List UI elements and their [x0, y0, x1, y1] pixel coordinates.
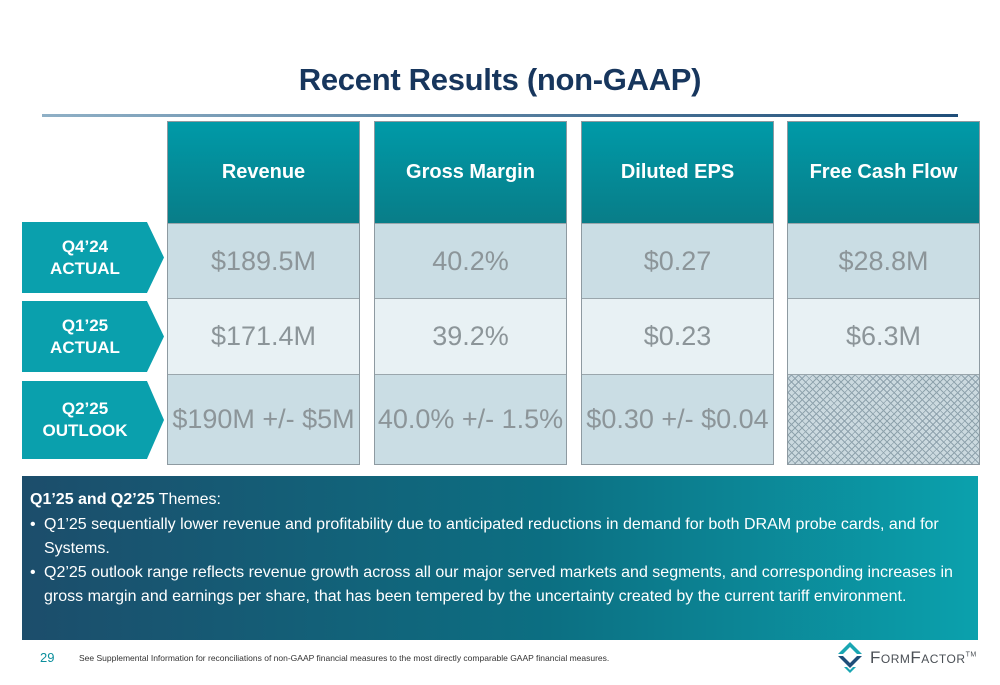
column-free-cash-flow: Free Cash Flow $28.8M $6.3M: [787, 121, 980, 465]
bullet-dot: •: [30, 564, 36, 581]
bullet-text: Q1’25 sequentially lower revenue and pro…: [44, 516, 939, 557]
logo-text: FormFactor: [870, 648, 966, 667]
company-logo: FormFactorTM: [836, 640, 986, 676]
themes-heading-bold: Q1’25 and Q2’25: [30, 491, 155, 508]
value-cell: $0.27: [582, 223, 773, 298]
value-cell: 40.2%: [375, 223, 566, 298]
column-header-revenue: Revenue: [168, 122, 359, 223]
bullet-dot: •: [30, 516, 36, 533]
column-diluted-eps: Diluted EPS $0.27 $0.23 $0.30 +/- $0.04: [581, 121, 774, 465]
row-label-period: Q4’24: [61, 236, 109, 256]
value-cell: $6.3M: [788, 298, 979, 374]
bullet-text: Q2’25 outlook range reflects revenue gro…: [44, 564, 953, 605]
footnote: See Supplemental Information for reconci…: [79, 653, 610, 663]
column-revenue: Revenue $189.5M $171.4M $190M +/- $5M: [167, 121, 360, 465]
value-cell: $0.23: [582, 298, 773, 374]
hatched-empty-cell: [788, 374, 979, 464]
row-label-status: ACTUAL: [50, 258, 120, 278]
value-cell: $189.5M: [168, 223, 359, 298]
column-gross-margin: Gross Margin 40.2% 39.2% 40.0% +/- 1.5%: [374, 121, 567, 465]
value-cell: $171.4M: [168, 298, 359, 374]
themes-heading-rest: Themes:: [154, 491, 221, 508]
column-header-free-cash-flow: Free Cash Flow: [788, 122, 979, 223]
page-number: 29: [40, 650, 55, 665]
formfactor-logo-icon: [838, 642, 862, 673]
column-header-diluted-eps: Diluted EPS: [582, 122, 773, 223]
themes-bullet: • Q1’25 sequentially lower revenue and p…: [30, 513, 964, 561]
value-cell: $190M +/- $5M: [168, 374, 359, 464]
value-cell: $28.8M: [788, 223, 979, 298]
row-label-status: OUTLOOK: [42, 421, 128, 440]
themes-bullet: • Q2’25 outlook range reflects revenue g…: [30, 561, 964, 609]
page-title: Recent Results (non-GAAP): [298, 62, 702, 97]
row-label-period: Q1’25: [61, 315, 109, 335]
row-label-q4-24: Q4’24 ACTUAL: [22, 222, 164, 293]
column-header-gross-margin: Gross Margin: [375, 122, 566, 223]
row-label-period: Q2’25: [61, 399, 109, 418]
value-cell: 40.0% +/- 1.5%: [375, 374, 566, 464]
row-label-q2-25: Q2’25 OUTLOOK: [22, 381, 164, 459]
row-label-status: ACTUAL: [50, 337, 120, 357]
themes-panel: Q1’25 and Q2’25 Themes: • Q1’25 sequenti…: [22, 476, 978, 640]
logo-wordmark: FormFactorTM: [870, 648, 977, 668]
themes-heading: Q1’25 and Q2’25 Themes:: [30, 488, 964, 512]
row-label-q1-25: Q1’25 ACTUAL: [22, 301, 164, 372]
trademark: TM: [965, 651, 977, 659]
value-cell: 39.2%: [375, 298, 566, 374]
value-cell: $0.30 +/- $0.04: [582, 374, 773, 464]
title-underline: [42, 114, 958, 117]
